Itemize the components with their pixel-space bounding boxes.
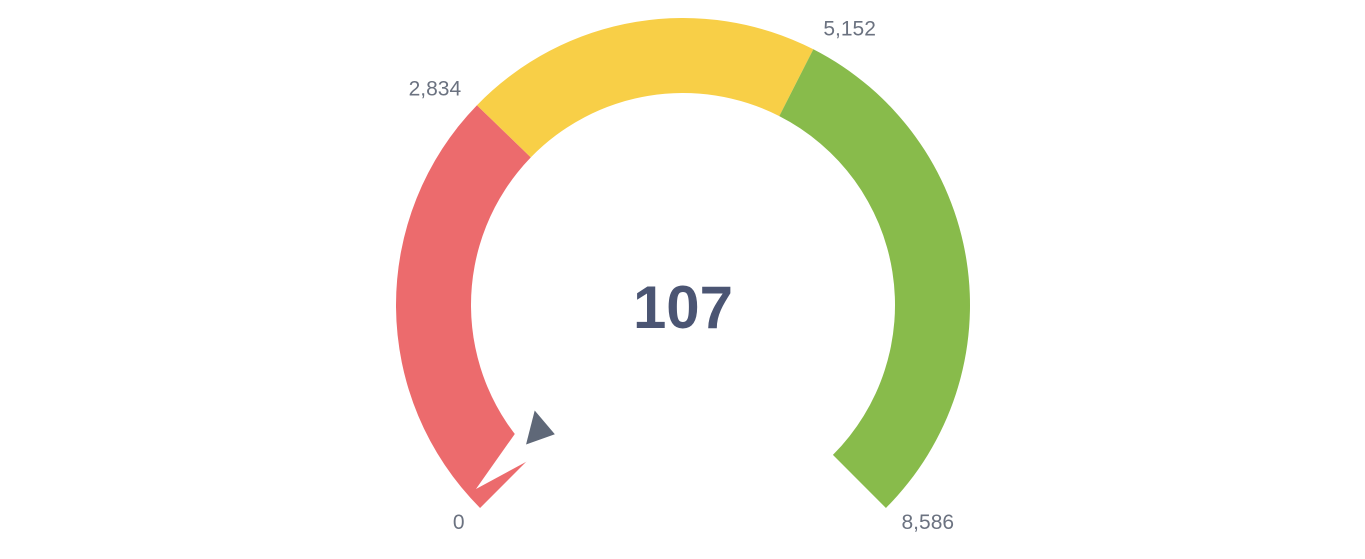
gauge-tick-label: 0: [453, 511, 465, 534]
gauge-band-3: [779, 49, 970, 508]
gauge-tick-label: 2,834: [409, 77, 462, 100]
gauge-tick-label: 8,586: [902, 511, 955, 534]
gauge-pointer: [526, 410, 555, 445]
gauge-tick-labels: 0 2,834 5,152 8,586: [409, 17, 954, 534]
gauge-tick-label: 5,152: [823, 17, 876, 40]
gauge-pointer-group: [475, 410, 555, 490]
gauge-bands: [396, 18, 970, 508]
gauge-band-2: [476, 18, 814, 158]
gauge-value: 107: [633, 274, 733, 341]
gauge-pointer-notch: [475, 430, 539, 490]
gauge-band-1: [396, 105, 534, 508]
